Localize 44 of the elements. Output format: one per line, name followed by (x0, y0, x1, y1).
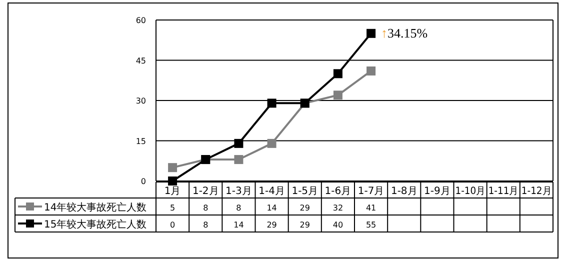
x-tick-label: 1-3月 (226, 186, 252, 197)
point (366, 28, 376, 38)
data-label: 29 (266, 220, 277, 230)
x-tick-label: 1-10月 (455, 186, 488, 197)
x-tick-label: 1-8月 (390, 186, 418, 197)
data-label: 32 (332, 204, 344, 212)
point (366, 66, 376, 76)
data-label: 29 (300, 204, 310, 212)
x-tick-label: 1-2月 (192, 186, 219, 197)
point (234, 155, 244, 164)
x-tick-label: 1-4月 (258, 186, 285, 197)
point (234, 138, 244, 148)
data-label: 0 (170, 220, 176, 230)
x-tick-label: 1-7月 (358, 186, 384, 197)
x-tick-label: 1-12月 (521, 186, 554, 197)
point (168, 176, 178, 186)
data-label: 5 (170, 204, 176, 212)
point (333, 69, 342, 78)
point (267, 98, 276, 108)
point (333, 90, 342, 100)
y-tick-label: 60 (136, 16, 146, 25)
data-label: 55 (366, 220, 376, 230)
point (168, 163, 178, 172)
data-label: 8 (203, 204, 208, 212)
x-tick-label: 1-5月 (292, 186, 318, 197)
data-label: 14 (266, 204, 277, 212)
y-tick-label: 0 (140, 177, 146, 186)
x-tick-label: 1-9月 (424, 186, 450, 197)
data-label: 8 (203, 220, 208, 230)
y-tick-label: 30 (136, 96, 146, 106)
point (267, 138, 276, 148)
data-label: 40 (332, 220, 344, 230)
data-label: 29 (300, 220, 310, 230)
y-tick-label: 15 (136, 136, 146, 146)
annotation: ↑34.15% (381, 25, 428, 40)
legend-label: 15年较大事故死亡人数 (44, 218, 147, 230)
x-tick-label: 1-6月 (324, 186, 352, 197)
data-label: 41 (366, 204, 376, 212)
data-label: 14 (234, 220, 244, 230)
x-tick-label: 1-11月 (488, 186, 522, 197)
x-tick-label: 1月 (164, 186, 181, 197)
data-label: 8 (236, 204, 242, 212)
legend-label: 14年较大事故死亡人数 (44, 202, 147, 214)
y-tick-label: 45 (136, 56, 146, 66)
